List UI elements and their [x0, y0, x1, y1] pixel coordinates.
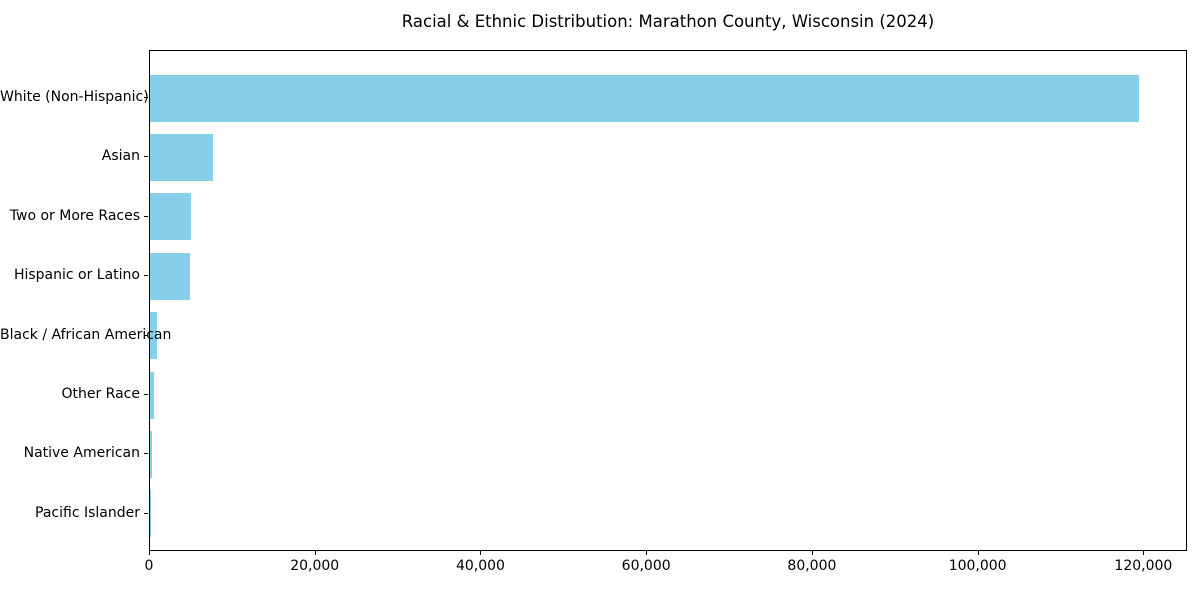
ytick-label-two-or-more-races: Two or More Races — [9, 207, 140, 224]
xtick-mark — [1143, 551, 1145, 555]
ytick-mark — [144, 156, 148, 158]
ytick-label-pacific-islander: Pacific Islander — [35, 504, 140, 521]
xtick-mark — [480, 551, 482, 555]
bar-two-or-more-races — [150, 193, 191, 241]
bar-native-american — [150, 430, 153, 478]
chart-title: Racial & Ethnic Distribution: Marathon C… — [401, 12, 935, 31]
xtick-label-120-000: 120,000 — [1114, 558, 1173, 574]
ytick-mark — [144, 275, 148, 277]
ytick-label-asian: Asian — [101, 148, 140, 165]
xtick-mark — [977, 551, 979, 555]
ytick-label-white-non-hispanic: White (Non-Hispanic) — [0, 89, 149, 105]
ytick-label-native-american: Native American — [23, 445, 140, 462]
ytick-mark — [144, 512, 148, 514]
ytick-label-other-race: Other Race — [61, 386, 140, 402]
plot-area — [149, 50, 1187, 551]
ytick-label-hispanic-or-latino: Hispanic or Latino — [13, 267, 140, 284]
ytick-mark — [144, 394, 148, 395]
ytick-mark — [144, 215, 148, 217]
xtick-mark — [149, 551, 150, 555]
xtick-mark — [811, 551, 813, 555]
bar-white-non-hispanic — [150, 74, 1139, 122]
xtick-mark — [646, 551, 648, 555]
xtick-label-0: 0 — [144, 558, 154, 574]
xtick-mark — [314, 551, 316, 555]
xtick-label-20-000: 20,000 — [290, 558, 340, 574]
xtick-label-40-000: 40,000 — [455, 558, 505, 574]
ytick-label-black-african-american: Black / African American — [0, 326, 172, 343]
xtick-label-100-000: 100,000 — [948, 558, 1007, 574]
bar-asian — [150, 133, 214, 181]
ytick-mark — [144, 453, 148, 455]
xtick-label-80-000: 80,000 — [787, 558, 837, 574]
bar-other-race — [150, 371, 155, 419]
ytick-mark — [144, 97, 148, 98]
xtick-label-60-000: 60,000 — [621, 558, 671, 574]
bar-black-african-american — [150, 312, 158, 360]
bar-hispanic-or-latino — [150, 252, 191, 300]
ytick-mark — [144, 334, 148, 336]
